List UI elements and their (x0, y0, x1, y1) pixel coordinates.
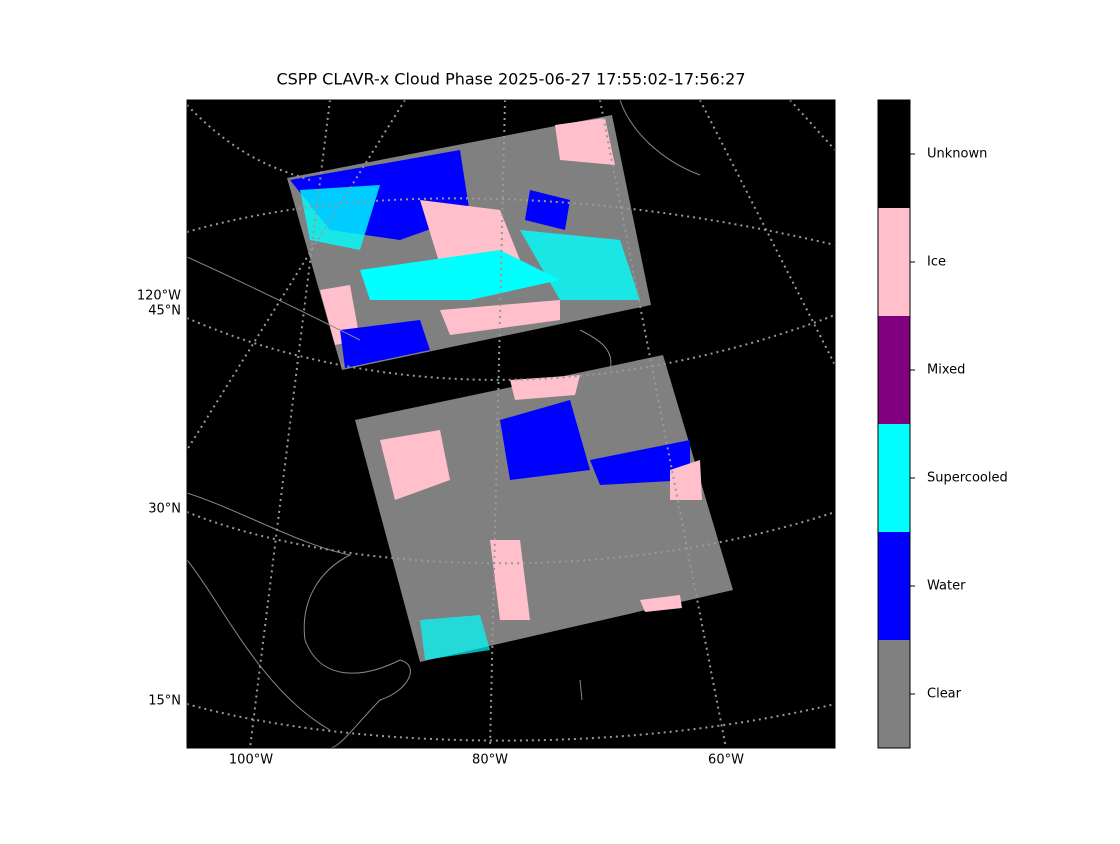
swath (355, 355, 733, 662)
cloud-patch (380, 430, 450, 500)
colorbar-label: Clear (927, 687, 962, 702)
cloud-patch (520, 230, 640, 300)
graticule (699, 100, 835, 366)
colorbar-segment (878, 640, 910, 748)
colorbar-label: Supercooled (927, 471, 1008, 486)
cloud-patch (525, 190, 570, 230)
coastline (579, 100, 701, 701)
colorbar-segment (878, 532, 910, 640)
cloud-patch (300, 185, 380, 250)
cloud-patch (420, 615, 490, 660)
graticule (187, 314, 835, 381)
map-title: CSPP CLAVR-x Cloud Phase 2025-06-27 17:5… (276, 70, 745, 89)
cloud-patch (510, 375, 580, 400)
colorbar: Clear Water Supercooled Mixed Ice Unknown (877, 99, 1008, 749)
lat-label: 30°N (148, 502, 181, 517)
cloud-patch (420, 200, 520, 265)
graticule (249, 100, 331, 748)
graticule (187, 197, 835, 246)
colorbar-label: Unknown (927, 147, 987, 162)
lon-label: 80°W (472, 753, 508, 768)
cloud-patch (590, 440, 690, 485)
cloud-patch (360, 250, 560, 300)
graticule (599, 100, 727, 748)
map-panel (186, 99, 836, 749)
cloud-patch (500, 400, 590, 480)
graticule (187, 104, 311, 181)
colorbar-segment (878, 316, 910, 424)
cloud-patch (490, 540, 530, 620)
colorbar-segment (878, 424, 910, 532)
colorbar-label: Water (927, 579, 966, 594)
colorbar-segment (878, 208, 910, 316)
map-frame (186, 99, 836, 749)
graticule (489, 100, 506, 748)
graticule (187, 511, 835, 565)
colorbar-frame (877, 99, 911, 749)
cloud-patch (640, 595, 682, 612)
lat-label: 45°N (148, 304, 181, 319)
cloud-patch (670, 460, 702, 500)
colorbar-segment (878, 100, 910, 208)
cloud-patch (555, 118, 615, 165)
lon-label: 60°W (708, 753, 744, 768)
cloud-patch (340, 320, 430, 368)
lat-label: 15°N (148, 694, 181, 709)
colorbar-label: Ice (927, 255, 946, 270)
lon-label: 100°W (229, 753, 273, 768)
colorbar-label: Mixed (927, 363, 965, 378)
lon-label: 120°W (137, 289, 181, 304)
graticule (187, 100, 406, 451)
coastline (187, 256, 411, 748)
